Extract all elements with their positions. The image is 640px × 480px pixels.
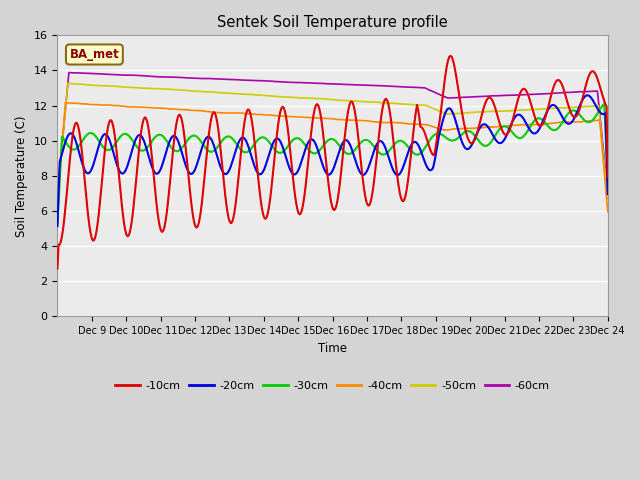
X-axis label: Time: Time [318, 342, 347, 355]
Y-axis label: Soil Temperature (C): Soil Temperature (C) [15, 115, 28, 237]
Title: Sentek Soil Temperature profile: Sentek Soil Temperature profile [217, 15, 448, 30]
Text: BA_met: BA_met [70, 48, 119, 61]
Legend: -10cm, -20cm, -30cm, -40cm, -50cm, -60cm: -10cm, -20cm, -30cm, -40cm, -50cm, -60cm [111, 376, 554, 395]
